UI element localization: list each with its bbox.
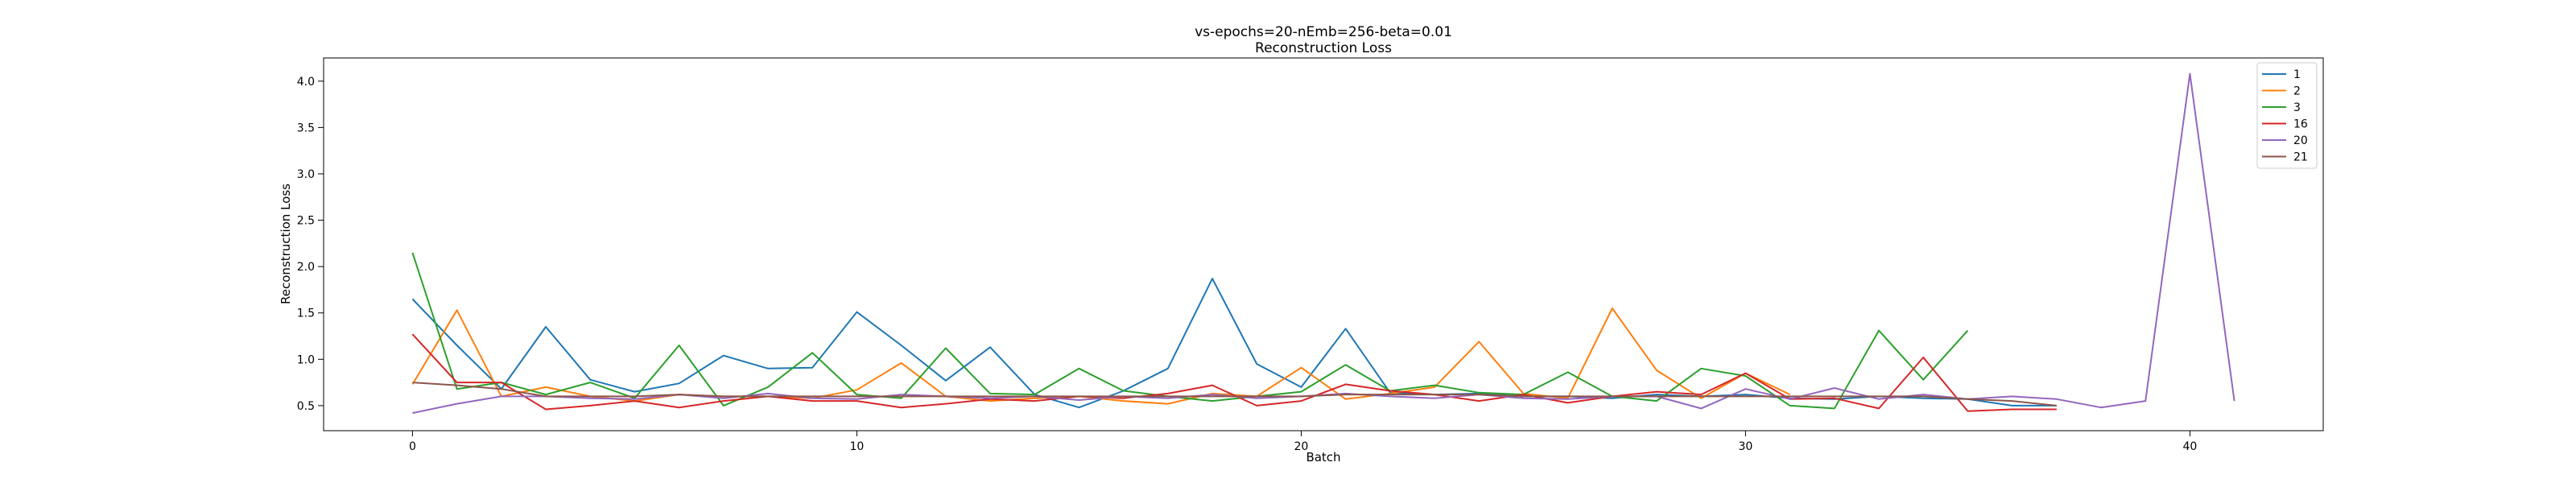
chart-title: vs-epochs=20-nEmb=256-beta=0.01: [1195, 24, 1452, 40]
y-tick-label: 1.5: [297, 308, 315, 320]
legend-label-1: 1: [2293, 68, 2301, 81]
series-line-3: [411, 252, 1969, 410]
series-layer: [411, 72, 2235, 415]
y-tick-label: 2.0: [297, 261, 315, 274]
legend-label-2: 2: [2293, 85, 2301, 98]
y-tick-label: 3.0: [297, 168, 315, 181]
legend-box: [2256, 62, 2318, 169]
x-tick-label: 0: [409, 440, 416, 453]
x-tick-label: 20: [1294, 440, 1308, 453]
y-axis: 0.5 1.0 1.5 2.0 2.5 3.0 3.5 4.0: [297, 76, 324, 413]
series-line-20: [412, 72, 2235, 415]
legend-label-21: 21: [2293, 151, 2308, 164]
series-line-16: [411, 333, 2057, 412]
legend: 1 2 3 16 20 21: [2256, 62, 2318, 169]
series-line-2: [411, 308, 1791, 405]
y-tick-label: 4.0: [297, 76, 315, 89]
plot-area-frame: [323, 57, 2324, 431]
legend-label-20: 20: [2293, 134, 2308, 147]
y-tick-label: 3.5: [297, 122, 315, 134]
y-tick-label: 1.0: [297, 353, 315, 366]
legend-label-16: 16: [2293, 118, 2308, 131]
legend-label-3: 3: [2293, 101, 2301, 114]
y-tick-label: 2.5: [297, 215, 315, 228]
y-tick-label: 0.5: [297, 400, 315, 413]
series-line-21: [412, 382, 2057, 407]
x-axis-label: Batch: [1306, 450, 1340, 464]
x-axis: 0 10 20 30 40: [409, 431, 2197, 453]
x-tick-label: 10: [849, 440, 864, 453]
series-line-1: [411, 278, 2057, 409]
x-tick-label: 30: [1738, 440, 1752, 453]
y-axis-label: Reconstruction Loss: [279, 184, 293, 304]
chart-subtitle: Reconstruction Loss: [1255, 40, 1392, 56]
x-tick-label: 40: [2182, 440, 2197, 453]
